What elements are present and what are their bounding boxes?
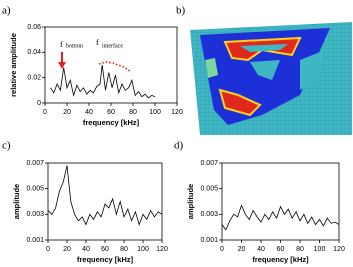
y-tick-label: 0.02 (27, 75, 41, 82)
y-tick-label: 0.04 (27, 49, 41, 56)
x-tick-label: 100 (149, 109, 161, 116)
x-axis-label: frequency [kHz] (83, 118, 140, 127)
x-tick-label: 120 (171, 109, 183, 116)
y-tick-label: 0 (37, 100, 41, 107)
x-axis-label: frequency [kHz] (252, 255, 309, 264)
interface-trend (98, 61, 132, 73)
data-line (47, 165, 163, 226)
y-axis-label: amplitude (12, 184, 21, 219)
panel-label: a) (2, 5, 11, 17)
x-tick-label: 0 (220, 246, 224, 253)
arrow (58, 52, 66, 69)
x-tick-label: 60 (277, 246, 285, 253)
x-tick-label: 60 (107, 109, 115, 116)
y-tick-label: 0.005 (200, 186, 218, 193)
x-tick-label: 60 (101, 246, 109, 253)
annotation: bottom (66, 43, 83, 49)
annotation: f (96, 38, 99, 47)
y-axis-label: relative amplitude (9, 33, 18, 97)
data-line (221, 204, 340, 231)
y-axis-label: amplitude (186, 184, 195, 219)
panel-label: b) (176, 5, 186, 17)
plot-frame (221, 162, 340, 241)
x-tick-label: 0 (46, 246, 50, 253)
simulation-image (190, 22, 352, 135)
y-tick-label: 0.007 (200, 160, 218, 167)
plot-frame (44, 26, 178, 104)
x-tick-label: 40 (257, 246, 265, 253)
annotation: f (60, 40, 63, 49)
panel-label: c) (2, 140, 11, 152)
x-tick-label: 40 (85, 109, 93, 116)
y-tick-label: 0.005 (26, 186, 44, 193)
y-tick-label: 0.06 (27, 24, 41, 31)
data-line (50, 64, 156, 99)
x-tick-label: 80 (296, 246, 304, 253)
x-tick-label: 20 (238, 246, 246, 253)
x-tick-label: 80 (120, 246, 128, 253)
x-tick-label: 100 (314, 246, 326, 253)
panel-label: d) (174, 140, 184, 152)
y-tick-label: 0.003 (200, 211, 218, 218)
x-tick-label: 40 (82, 246, 90, 253)
x-tick-label: 0 (43, 109, 47, 116)
y-tick-label: 0.003 (26, 211, 44, 218)
y-tick-label: 0.001 (26, 237, 44, 244)
y-tick-label: 0.001 (200, 237, 218, 244)
y-tick-label: 0.007 (26, 160, 44, 167)
x-tick-label: 20 (63, 246, 71, 253)
x-tick-label: 120 (156, 246, 168, 253)
annotation: interface (102, 42, 123, 49)
x-tick-label: 80 (129, 109, 137, 116)
x-tick-label: 100 (137, 246, 149, 253)
x-tick-label: 120 (333, 246, 345, 253)
x-tick-label: 20 (63, 109, 71, 116)
x-axis-label: frequency [kHz] (77, 255, 134, 264)
